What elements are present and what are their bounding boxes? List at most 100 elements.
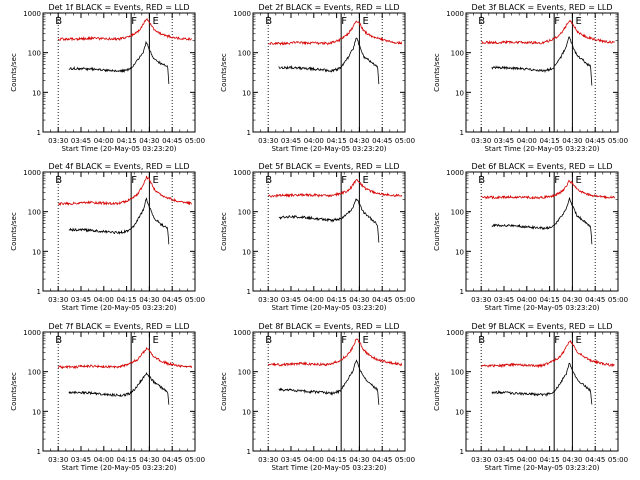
events-series-line xyxy=(491,362,593,405)
x-tick-label: 05:00 xyxy=(608,137,628,145)
interval-marker-label: B xyxy=(55,16,62,27)
events-series-line xyxy=(68,40,170,85)
y-tick-label: 100 xyxy=(238,50,251,58)
y-tick-label: 100 xyxy=(451,50,464,58)
x-tick-label: 05:00 xyxy=(395,296,415,304)
x-tick-label: 03:45 xyxy=(281,456,301,464)
y-tick-label: 100 xyxy=(28,50,41,58)
y-tick-label: 1000 xyxy=(233,169,251,177)
x-tick-label: 03:30 xyxy=(48,456,68,464)
y-axis-label: Counts/sec xyxy=(10,53,18,92)
x-tick-label: 04:30 xyxy=(349,137,369,145)
x-tick-label: 04:30 xyxy=(349,296,369,304)
x-tick-label: 03:45 xyxy=(71,137,91,145)
x-tick-label: 03:45 xyxy=(71,456,91,464)
x-axis-label: Start Time (20-May-05 03:23:20) xyxy=(61,304,176,312)
events-series-line xyxy=(68,371,170,405)
panel-title: Det 8f BLACK = Events, RED = LLD xyxy=(258,322,399,331)
x-tick-label: 04:00 xyxy=(94,137,114,145)
events-series-line xyxy=(278,359,380,405)
y-tick-label: 100 xyxy=(28,369,41,377)
x-tick-label: 04:45 xyxy=(585,296,605,304)
panel-title: Det 1f BLACK = Events, RED = LLD xyxy=(48,3,189,12)
interval-marker-label: B xyxy=(478,16,485,27)
y-axis-label: Counts/sec xyxy=(10,212,18,251)
lld-series-line xyxy=(480,19,615,45)
interval-marker-label: E xyxy=(152,175,158,186)
x-tick-label: 04:45 xyxy=(162,456,182,464)
y-tick-label: 100 xyxy=(451,209,464,217)
lld-series-line xyxy=(268,179,403,198)
detector-panel: 1 10 100 1000 03:30 03:45 04:00 04:15 04:30 04:45… xyxy=(433,162,628,312)
x-tick-label: 04:45 xyxy=(372,296,392,304)
lld-series-line xyxy=(58,175,193,207)
interval-marker-label: F xyxy=(131,175,137,186)
panel-title: Det 6f BLACK = Events, RED = LLD xyxy=(471,162,612,171)
plot-frame xyxy=(42,331,196,452)
y-tick-label: 1 xyxy=(247,448,251,456)
x-tick-label: 03:30 xyxy=(258,456,278,464)
x-tick-label: 04:00 xyxy=(304,456,324,464)
y-tick-label: 1 xyxy=(37,129,41,137)
interval-marker-label: E xyxy=(575,16,581,27)
x-axis-label: Start Time (20-May-05 03:23:20) xyxy=(61,145,176,153)
x-tick-label: 04:30 xyxy=(349,456,369,464)
x-tick-label: 04:00 xyxy=(304,296,324,304)
interval-marker-label: F xyxy=(554,16,560,27)
x-axis-label: Start Time (20-May-05 03:23:20) xyxy=(61,464,176,472)
x-tick-label: 04:30 xyxy=(139,137,159,145)
plot-frame xyxy=(465,171,619,292)
y-axis-label: Counts/sec xyxy=(433,53,441,92)
plot-frame xyxy=(42,12,196,133)
y-tick-label: 1 xyxy=(460,288,464,296)
x-tick-label: 03:30 xyxy=(471,137,491,145)
x-tick-label: 04:30 xyxy=(139,296,159,304)
events-series-line xyxy=(68,197,170,245)
x-axis-label: Start Time (20-May-05 03:23:20) xyxy=(271,145,386,153)
y-tick-label: 10 xyxy=(455,408,464,416)
x-tick-label: 04:45 xyxy=(585,456,605,464)
x-tick-label: 03:30 xyxy=(258,137,278,145)
x-tick-label: 04:15 xyxy=(117,456,137,464)
x-tick-label: 04:30 xyxy=(562,456,582,464)
panel-title: Det 4f BLACK = Events, RED = LLD xyxy=(48,162,189,171)
x-tick-label: 04:15 xyxy=(327,456,347,464)
x-tick-label: 04:30 xyxy=(562,296,582,304)
y-tick-label: 10 xyxy=(242,408,251,416)
y-axis-label: Counts/sec xyxy=(220,212,228,251)
x-tick-label: 05:00 xyxy=(185,456,205,464)
y-tick-label: 10 xyxy=(32,248,41,256)
x-tick-label: 04:15 xyxy=(117,296,137,304)
interval-marker-label: F xyxy=(554,335,560,346)
y-tick-label: 1 xyxy=(37,288,41,296)
x-tick-label: 04:00 xyxy=(517,456,537,464)
y-tick-label: 10 xyxy=(32,408,41,416)
panel-title: Det 9f BLACK = Events, RED = LLD xyxy=(471,322,612,331)
y-tick-label: 1 xyxy=(37,448,41,456)
x-axis-label: Start Time (20-May-05 03:23:20) xyxy=(271,464,386,472)
x-tick-label: 04:30 xyxy=(562,137,582,145)
events-series-line xyxy=(491,36,593,86)
y-tick-label: 1000 xyxy=(233,10,251,18)
x-tick-label: 04:45 xyxy=(162,296,182,304)
x-tick-label: 04:45 xyxy=(162,137,182,145)
y-tick-label: 10 xyxy=(32,89,41,97)
interval-marker-label: F xyxy=(131,16,137,27)
lld-series-line xyxy=(57,18,192,42)
x-tick-label: 04:45 xyxy=(372,137,392,145)
y-tick-label: 1000 xyxy=(23,169,41,177)
events-series-line xyxy=(278,198,380,243)
interval-marker-label: B xyxy=(478,335,485,346)
interval-marker-label: B xyxy=(265,16,272,27)
x-tick-label: 05:00 xyxy=(608,456,628,464)
interval-marker-label: F xyxy=(341,335,347,346)
y-axis-label: Counts/sec xyxy=(10,372,18,411)
x-tick-label: 04:45 xyxy=(585,137,605,145)
y-tick-label: 1000 xyxy=(446,10,464,18)
interval-marker-label: B xyxy=(55,335,62,346)
y-tick-label: 10 xyxy=(242,89,251,97)
x-tick-label: 04:15 xyxy=(540,137,560,145)
y-tick-label: 1000 xyxy=(446,329,464,337)
panel-title: Det 7f BLACK = Events, RED = LLD xyxy=(48,322,189,331)
plot-frame xyxy=(252,171,406,292)
